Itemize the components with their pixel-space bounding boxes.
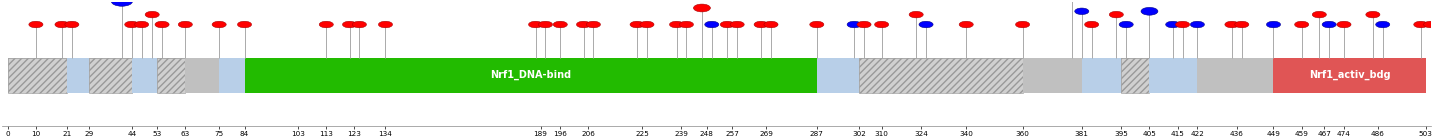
Bar [1274, 58, 1426, 93]
Ellipse shape [1267, 21, 1281, 28]
Bar [1122, 58, 1149, 93]
Ellipse shape [1337, 21, 1351, 28]
Text: Nrf1_activ_bdg: Nrf1_activ_bdg [1308, 70, 1390, 80]
Ellipse shape [1142, 7, 1157, 15]
Ellipse shape [1015, 21, 1030, 28]
Ellipse shape [135, 21, 149, 28]
Ellipse shape [810, 21, 824, 28]
Bar [157, 58, 185, 93]
Bar [89, 58, 132, 93]
Ellipse shape [352, 21, 366, 28]
Ellipse shape [679, 21, 694, 28]
Ellipse shape [630, 21, 645, 28]
Ellipse shape [1414, 21, 1427, 28]
Ellipse shape [857, 21, 872, 28]
Bar [67, 58, 89, 93]
Ellipse shape [640, 21, 653, 28]
Ellipse shape [55, 21, 69, 28]
Ellipse shape [155, 21, 169, 28]
Bar [132, 58, 157, 93]
Ellipse shape [112, 0, 132, 6]
Bar [1022, 58, 1081, 93]
Bar [1198, 58, 1274, 93]
Ellipse shape [694, 4, 711, 12]
Bar [220, 58, 244, 93]
Ellipse shape [553, 21, 567, 28]
Text: Nrf1_DNA-bind: Nrf1_DNA-bind [490, 70, 572, 80]
Ellipse shape [1423, 21, 1436, 28]
Ellipse shape [729, 21, 744, 28]
Bar [185, 58, 220, 93]
Ellipse shape [379, 21, 392, 28]
Bar [817, 58, 859, 93]
Ellipse shape [1295, 21, 1308, 28]
Ellipse shape [586, 21, 600, 28]
Ellipse shape [576, 21, 590, 28]
Ellipse shape [847, 21, 862, 28]
Bar [244, 58, 817, 93]
Ellipse shape [1235, 21, 1249, 28]
Ellipse shape [65, 21, 79, 28]
Ellipse shape [237, 21, 251, 28]
Ellipse shape [1376, 21, 1390, 28]
Ellipse shape [528, 21, 543, 28]
Ellipse shape [721, 21, 734, 28]
Ellipse shape [29, 21, 43, 28]
Ellipse shape [1225, 21, 1239, 28]
Ellipse shape [919, 21, 933, 28]
Ellipse shape [875, 21, 889, 28]
Bar [1081, 58, 1122, 93]
Ellipse shape [1109, 11, 1123, 18]
Ellipse shape [1323, 21, 1337, 28]
Ellipse shape [705, 21, 719, 28]
Ellipse shape [909, 11, 923, 18]
Ellipse shape [1084, 21, 1099, 28]
Ellipse shape [669, 21, 684, 28]
Ellipse shape [145, 11, 159, 18]
Ellipse shape [319, 21, 333, 28]
Ellipse shape [1176, 21, 1189, 28]
Ellipse shape [1166, 21, 1180, 28]
Ellipse shape [125, 21, 139, 28]
Bar [7, 58, 67, 93]
Bar [7, 58, 1426, 93]
Ellipse shape [754, 21, 768, 28]
Ellipse shape [1313, 11, 1327, 18]
Bar [1149, 58, 1198, 93]
Ellipse shape [213, 21, 227, 28]
Ellipse shape [959, 21, 974, 28]
Ellipse shape [178, 21, 192, 28]
Ellipse shape [538, 21, 553, 28]
Ellipse shape [1119, 21, 1133, 28]
Ellipse shape [1074, 8, 1088, 15]
Ellipse shape [1190, 21, 1205, 28]
Ellipse shape [343, 21, 356, 28]
Ellipse shape [1366, 11, 1380, 18]
Ellipse shape [764, 21, 778, 28]
Bar [859, 58, 1022, 93]
